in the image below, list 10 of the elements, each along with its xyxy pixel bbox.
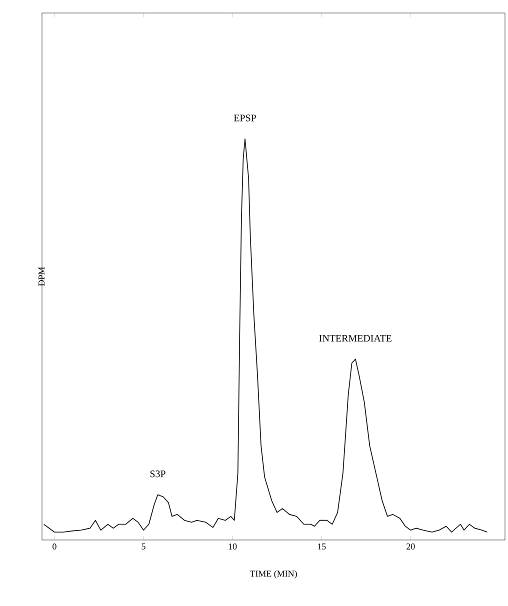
x-tick-label: 20 <box>406 544 415 550</box>
x-tick-label: 0 <box>52 544 56 550</box>
x-axis-title: TIME (MIN) <box>250 570 297 579</box>
y-axis-title: DPM <box>38 267 44 286</box>
annotation: EPSP <box>234 114 256 122</box>
annotation: S3P <box>150 470 166 478</box>
annotation: INTERMEDIATE <box>319 334 392 342</box>
x-tick-label: 10 <box>228 544 237 550</box>
x-tick-label: 15 <box>318 544 326 550</box>
x-tick-label: 5 <box>142 544 146 550</box>
